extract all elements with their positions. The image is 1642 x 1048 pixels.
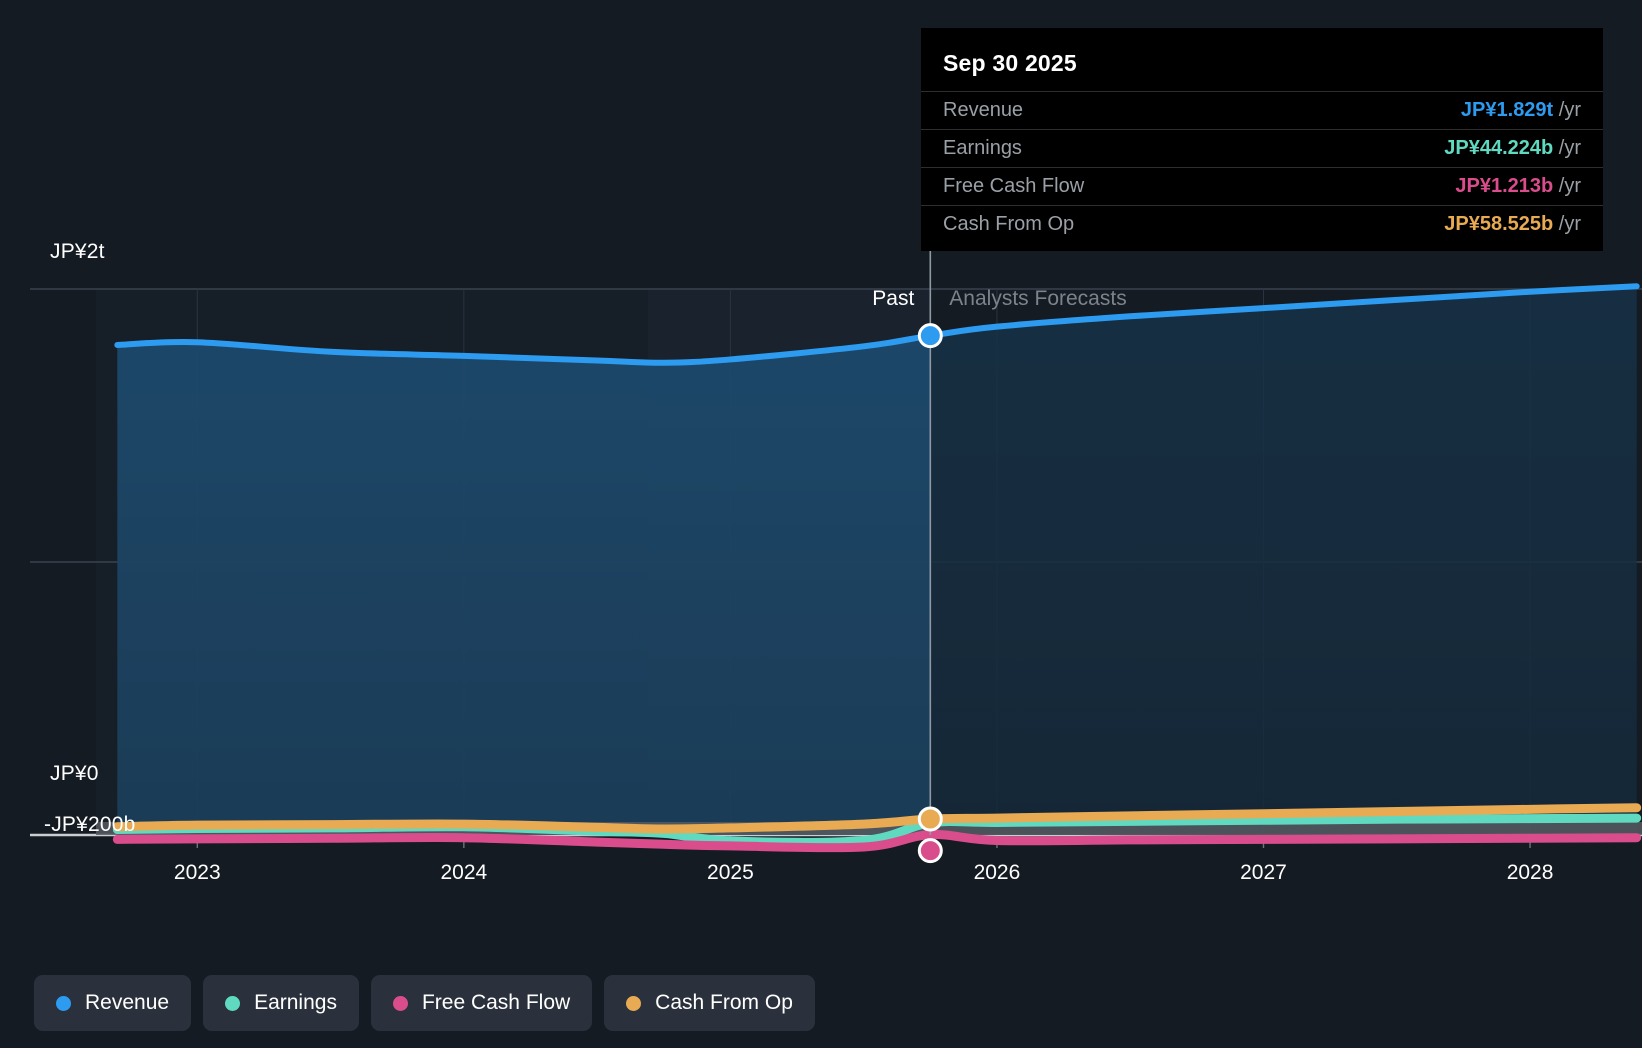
x-axis-label-2023: 2023 xyxy=(173,861,221,884)
tooltip-row-unit: /yr xyxy=(1553,213,1581,235)
x-axis-label-2024: 2024 xyxy=(440,861,488,884)
x-axis-label-2025: 2025 xyxy=(707,861,754,884)
tooltip-row-value-wrap: JP¥1.213b /yr xyxy=(1455,175,1581,198)
cash-from-op-line[interactable] xyxy=(112,803,1642,834)
legend-color-dot-icon xyxy=(225,995,241,1011)
revenue-area-forecast xyxy=(930,286,1637,835)
tooltip-row: Free Cash Flow JP¥1.213b /yr xyxy=(921,167,1603,205)
tooltip-row-unit: /yr xyxy=(1553,99,1581,121)
revenue-data-point-marker[interactable] xyxy=(917,323,943,349)
legend-color-dot-icon xyxy=(626,995,642,1011)
tooltip-row: Earnings JP¥44.224b /yr xyxy=(921,129,1603,167)
x-axis-label-2027: 2027 xyxy=(1240,861,1287,884)
y-axis-label-top: JP¥2t xyxy=(50,240,105,263)
free-cash-flow-line[interactable] xyxy=(112,830,1642,853)
legend-item-label: Cash From Op xyxy=(655,991,793,1014)
tooltip-rows: Revenue JP¥1.829t /yr Earnings JP¥44.224b /… xyxy=(921,91,1603,243)
tooltip-row-value: JP¥1.213b xyxy=(1455,175,1554,197)
tooltip-row-value: JP¥58.525b xyxy=(1444,213,1554,235)
tooltip-row-label: Earnings xyxy=(943,137,1022,159)
tooltip-row-label: Free Cash Flow xyxy=(943,175,1085,197)
legend-color-dot-icon xyxy=(56,995,71,1011)
legend-item-label: Revenue xyxy=(85,991,170,1014)
tooltip-row-value: JP¥44.224b xyxy=(1444,137,1554,159)
legend-color-dot-icon xyxy=(392,995,408,1011)
y-axis-label-bottom: -JP¥200b xyxy=(44,813,136,836)
tooltip-date: Sep 30 2025 xyxy=(943,50,1077,76)
tooltip-row-unit: /yr xyxy=(1553,175,1581,197)
revenue-area-past xyxy=(117,335,931,835)
hover-tooltip: Sep 30 2025 Revenue JP¥1.829t /yr Earnings… xyxy=(921,28,1603,251)
legend-item-cash-from-op[interactable]: Cash From Op xyxy=(604,975,815,1031)
revenue-line[interactable] xyxy=(114,283,1640,366)
x-axis-label-2026: 2026 xyxy=(973,861,1021,884)
legend-item-label: Earnings xyxy=(254,991,337,1014)
tooltip-row: Cash From Op JP¥58.525b /yr xyxy=(921,205,1603,243)
phase-label-past: Past xyxy=(872,287,915,310)
tooltip-row-label: Revenue xyxy=(943,99,1024,121)
tooltip-row-value-wrap: JP¥1.829t /yr xyxy=(1461,99,1581,122)
tooltip-row-value-wrap: JP¥44.224b /yr xyxy=(1444,137,1581,160)
tooltip-row-value-wrap: JP¥58.525b /yr xyxy=(1444,213,1581,236)
legend-item-free-cash-flow[interactable]: Free Cash Flow xyxy=(370,975,593,1031)
tooltip-row-value: JP¥1.829t xyxy=(1460,99,1554,121)
legend-item-earnings[interactable]: Earnings xyxy=(203,975,359,1031)
phase-label-forecast: Analysts Forecasts xyxy=(949,287,1127,310)
free-cash-flow-data-point-marker[interactable] xyxy=(917,838,943,864)
cash-from-op-data-point-marker[interactable] xyxy=(917,806,943,832)
legend-item-revenue[interactable]: Revenue xyxy=(34,975,192,1031)
x-axis-label-2028: 2028 xyxy=(1506,861,1554,884)
tooltip-row-label: Cash From Op xyxy=(943,213,1075,235)
y-axis-label-zero: JP¥0 xyxy=(50,762,99,785)
chart-legend[interactable]: Revenue Earnings Free Cash Flow Cash From O… xyxy=(34,975,815,1031)
legend-item-label: Free Cash Flow xyxy=(421,991,571,1014)
tooltip-row: Revenue JP¥1.829t /yr xyxy=(921,91,1603,129)
tooltip-row-unit: /yr xyxy=(1553,137,1581,159)
